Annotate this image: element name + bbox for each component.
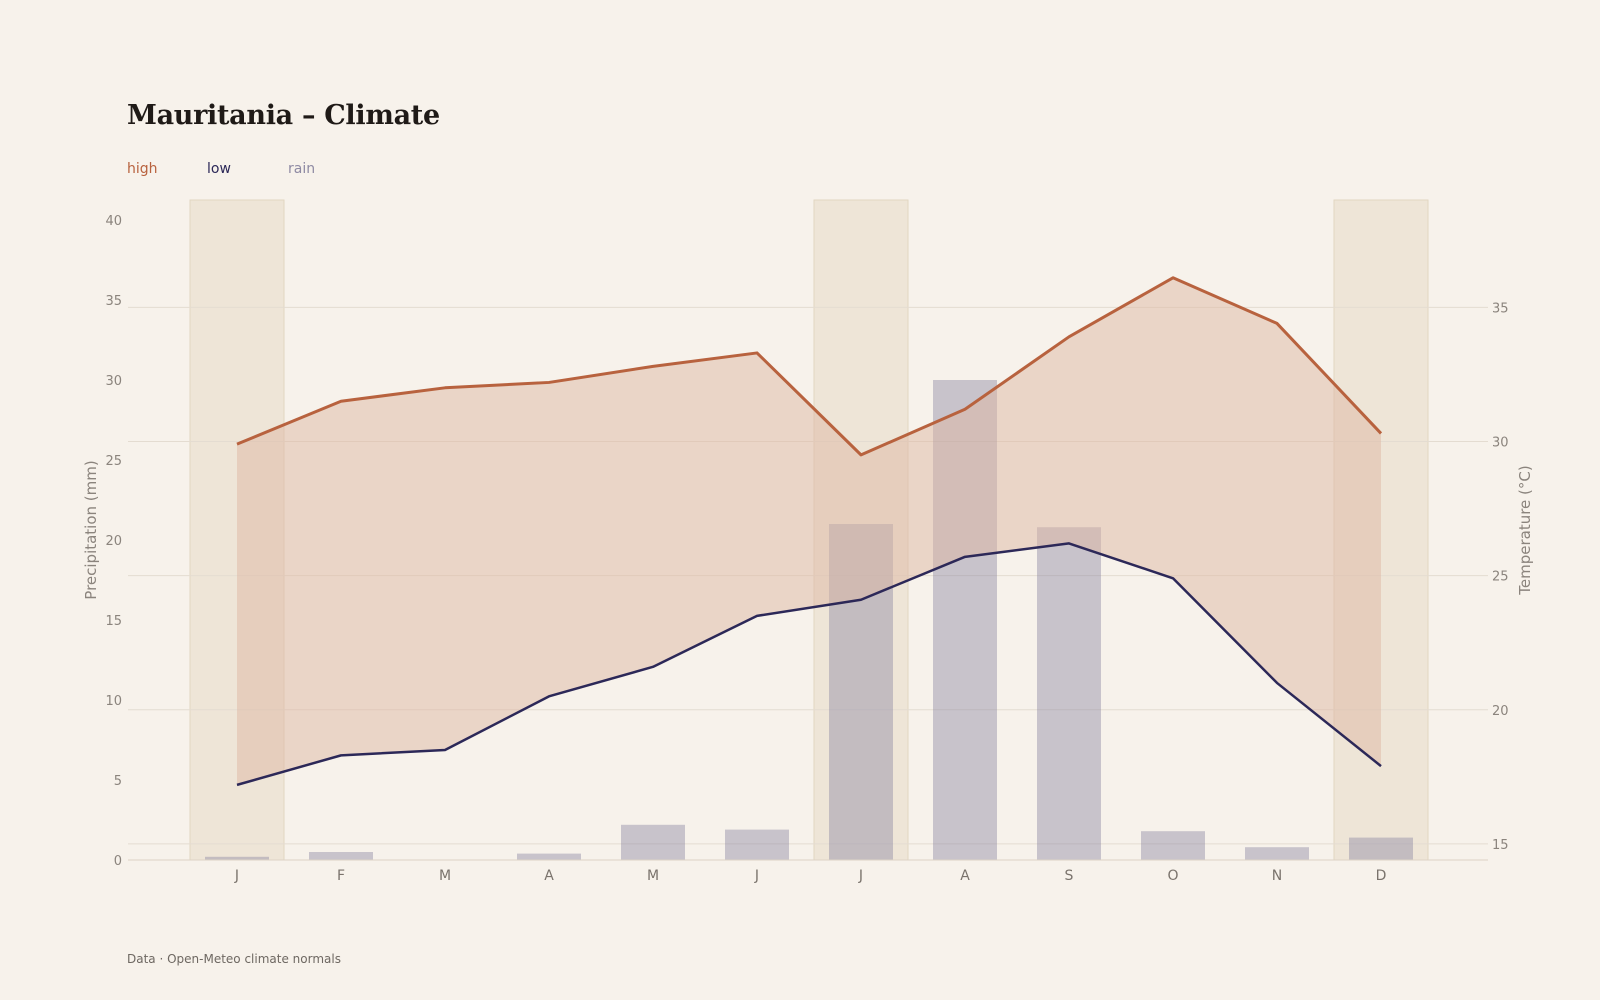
rain-bar	[621, 824, 685, 860]
x-tick-label: M	[647, 868, 659, 884]
rain-bar	[1245, 847, 1309, 860]
y-left-tick-label: 30	[105, 374, 122, 389]
y-right-tick-label: 15	[1492, 838, 1509, 853]
y-left-tick-label: 5	[114, 774, 122, 789]
y-left-tick-label: 20	[105, 534, 122, 549]
rain-bar	[1037, 527, 1101, 860]
legend-item-low: low	[207, 161, 231, 177]
source-note: Data · Open-Meteo climate normals	[127, 952, 341, 966]
x-tick-label: M	[439, 868, 451, 884]
y-right-tick-label: 20	[1492, 704, 1509, 719]
y-right-tick-label: 35	[1492, 301, 1509, 316]
rain-bar	[725, 829, 789, 860]
rain-bar	[1349, 837, 1413, 860]
y-left-tick-label: 0	[114, 854, 122, 869]
rain-bar	[309, 852, 373, 860]
x-tick-label: F	[337, 868, 345, 884]
legend: high low rain	[127, 161, 315, 177]
y-right-tick-label: 30	[1492, 435, 1509, 450]
rain-bar	[1141, 831, 1205, 860]
x-tick-label: A	[544, 868, 554, 884]
y-right-tick-label: 25	[1492, 570, 1509, 585]
x-tick-label: D	[1376, 868, 1387, 884]
y-right-axis-title: Temperature (°C)	[1516, 465, 1534, 595]
legend-item-high: high	[127, 161, 158, 177]
y-left-tick-label: 25	[105, 454, 122, 469]
rain-bar	[517, 853, 581, 860]
x-tick-label: N	[1272, 868, 1282, 884]
temperature-band	[237, 277, 1381, 785]
legend-item-rain: rain	[288, 161, 316, 177]
y-left-tick-label: 35	[105, 294, 122, 309]
y-left-tick-label: 10	[105, 694, 122, 709]
high-line	[236, 276, 1383, 457]
x-tick-label: A	[960, 868, 970, 884]
x-tick-label: J	[234, 868, 239, 884]
x-tick-label: J	[858, 868, 863, 884]
chart-title: Mauritania – Climate	[127, 100, 440, 131]
y-left-tick-label: 40	[105, 214, 122, 229]
rain-bar	[205, 856, 269, 860]
x-tick-label: S	[1065, 868, 1074, 884]
low-line	[236, 542, 1382, 787]
y-left-tick-label: 15	[105, 614, 122, 629]
x-tick-label: J	[754, 868, 759, 884]
y-left-axis-title: Precipitation (mm)	[82, 460, 100, 599]
x-tick-label: O	[1167, 868, 1178, 884]
